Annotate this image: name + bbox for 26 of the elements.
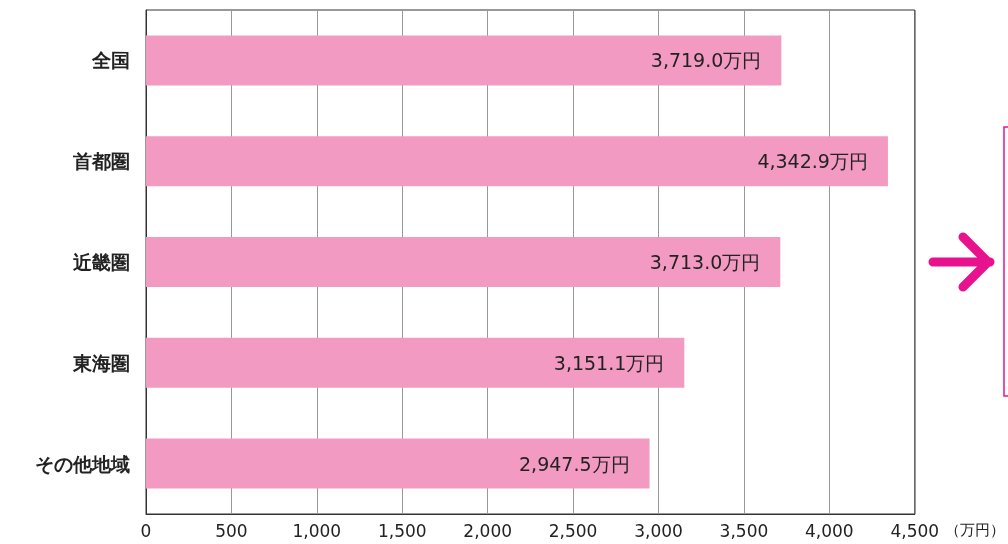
x-axis-title: （万円） [945, 520, 1005, 539]
y-tick-label: 首都圏 [72, 150, 130, 173]
data-label: 3,151.1万円 [553, 351, 665, 374]
x-tick-label: 2,500 [548, 520, 598, 541]
x-tick-label: 500 [215, 520, 248, 541]
bar [146, 337, 685, 388]
x-tick-label: 1,000 [292, 520, 342, 541]
y-tick-label: 全国 [91, 49, 130, 72]
x-tick-label: 3,500 [719, 520, 769, 541]
y-tick-label: 近畿圏 [72, 251, 130, 273]
bar [146, 35, 782, 86]
data-label: 2,947.5万円 [519, 452, 630, 475]
bar [146, 237, 781, 287]
bar [146, 136, 888, 187]
data-label: 4,342.9万円 [757, 150, 868, 173]
data-label: 3,719.0万円 [650, 49, 762, 72]
x-tick-label: 4,000 [805, 520, 854, 541]
data-label: 3,713.0万円 [649, 251, 761, 273]
x-tick-label: 2,000 [463, 520, 513, 541]
bar [146, 438, 650, 489]
y-tick-label: 東海圏 [72, 351, 130, 374]
x-tick-label: 0 [140, 520, 152, 541]
x-tick-label: 3,000 [634, 520, 683, 541]
x-tick-label: 1,500 [377, 520, 427, 541]
y-tick-label: その他地域 [35, 452, 130, 475]
x-tick-label: 4,500 [890, 520, 940, 541]
